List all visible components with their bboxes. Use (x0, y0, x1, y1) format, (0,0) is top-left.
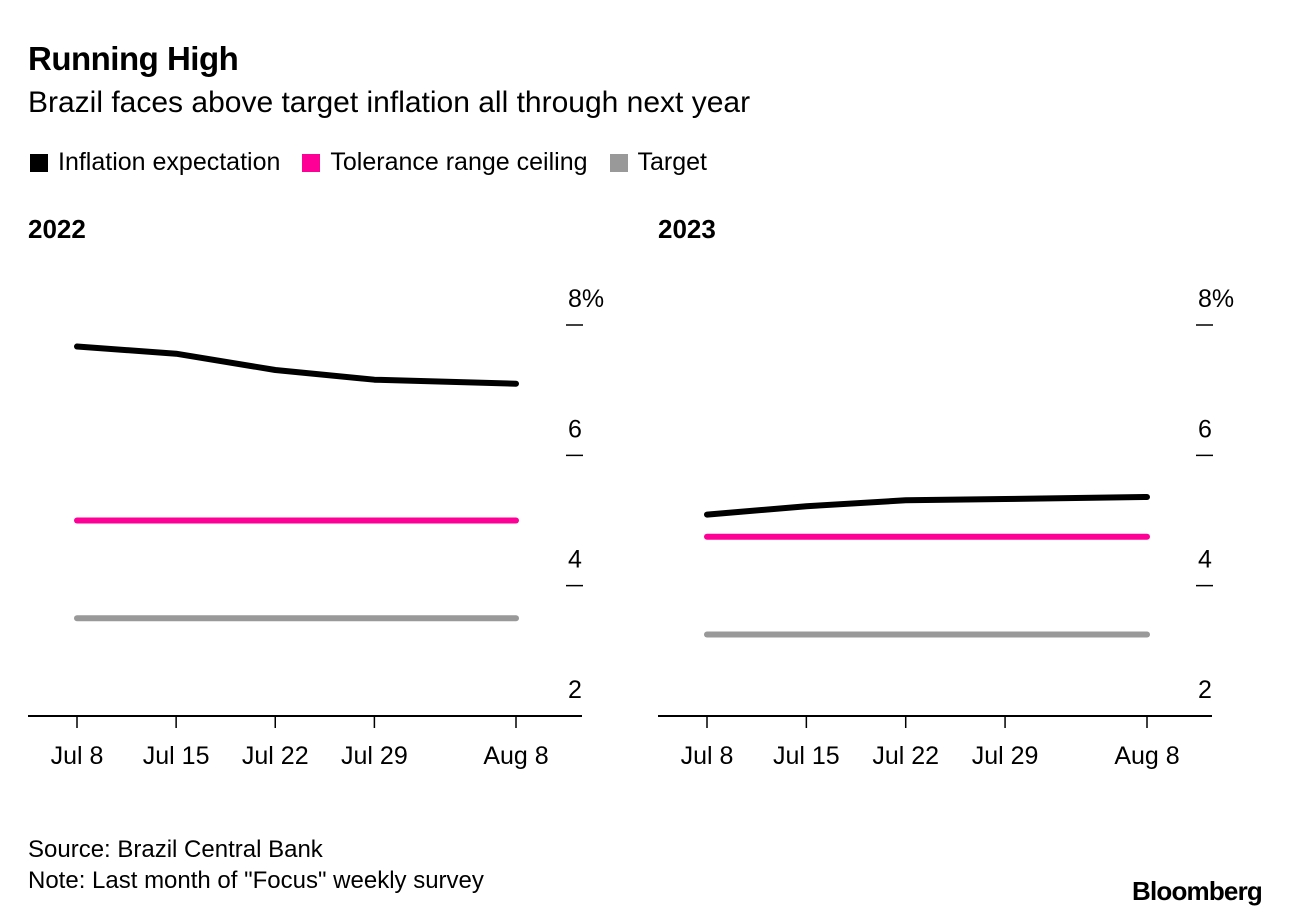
x-tick-label: Aug 8 (483, 742, 548, 770)
y-tick-label: 6 (1198, 415, 1212, 443)
y-tick-label: 6 (568, 415, 582, 443)
legend-swatch-target (609, 153, 628, 172)
series-line-inflation-expectation (704, 494, 1150, 518)
survey-note: Note: Last month of "Focus" weekly surve… (28, 867, 484, 894)
y-tick-label: 8% (568, 285, 604, 313)
legend-label: Tolerance range ceiling (330, 148, 588, 176)
x-tick-label: Jul 29 (972, 742, 1039, 770)
chart-title: Running High (28, 40, 239, 77)
footer: Source: Brazil Central Bank Note: Last m… (28, 834, 484, 896)
x-tick-label: Jul 8 (681, 742, 734, 770)
y-tick-label: 4 (568, 546, 582, 574)
legend-label: Inflation expectation (58, 148, 281, 176)
legend-item-inflation-expectation: Inflation expectation (30, 148, 280, 177)
y-tick-label: 2 (568, 676, 582, 704)
x-tick-label: Jul 29 (341, 742, 408, 770)
legend-swatch-inflation-expectation (30, 153, 48, 172)
x-tick-label: Aug 8 (1114, 742, 1179, 770)
x-tick-label: Jul 15 (143, 742, 210, 770)
chart-subtitle: Brazil faces above target inflation all … (28, 86, 751, 119)
legend-label: Target (637, 148, 707, 176)
y-tick-label: 4 (1198, 546, 1212, 574)
legend: Inflation expectation Tolerance range ce… (30, 148, 707, 177)
x-tick-label: Jul 22 (872, 742, 939, 770)
series-line-inflation-expectation (74, 343, 519, 387)
legend-swatch-tolerance-ceiling (302, 153, 321, 172)
source-note: Source: Brazil Central Bank (28, 836, 323, 863)
x-tick-label: Jul 15 (773, 742, 840, 770)
y-tick-label: 2 (1198, 676, 1212, 704)
legend-item-target: Target (609, 148, 707, 177)
bloomberg-logo: Bloomberg (1131, 876, 1263, 906)
panel-title-2023: 2023 (658, 214, 716, 244)
x-tick-label: Jul 22 (242, 742, 309, 770)
panel-title-2022: 2022 (28, 214, 86, 244)
y-tick-label: 8% (1198, 285, 1234, 313)
x-tick-label: Jul 8 (51, 742, 104, 770)
legend-item-tolerance-ceiling: Tolerance range ceiling (302, 148, 588, 177)
